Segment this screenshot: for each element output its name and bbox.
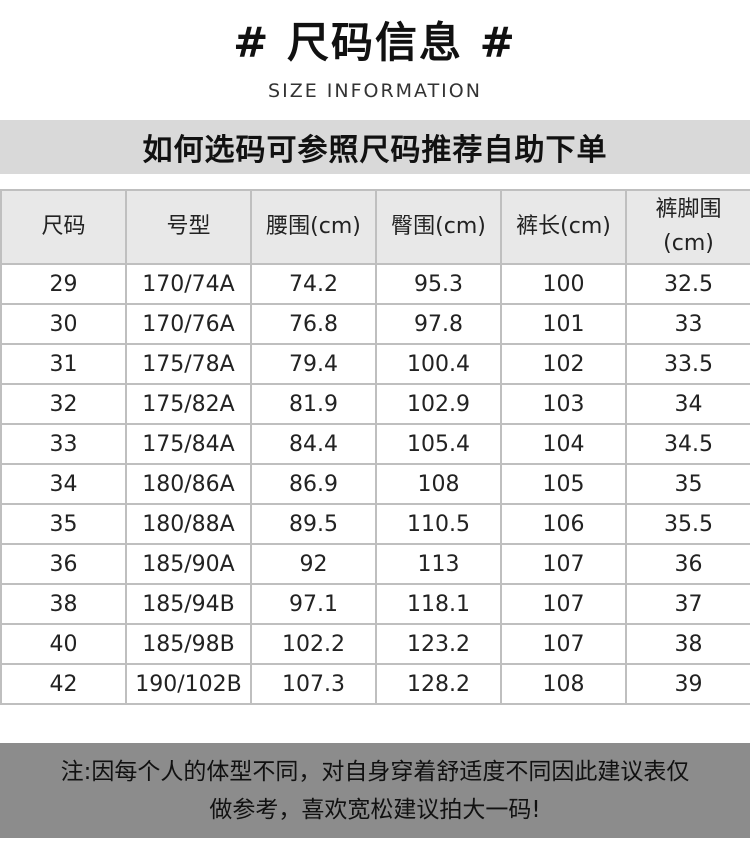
cell-model: 185/94B: [125, 583, 252, 625]
table-row: 40 185/98B 102.2 123.2 107 38: [0, 623, 750, 665]
cell-hip: 123.2: [375, 623, 502, 665]
cell-model: 170/76A: [125, 303, 252, 345]
header-model: 号型: [125, 189, 252, 265]
cell-hip: 95.3: [375, 263, 502, 305]
header-hem: 裤脚围(cm): [625, 189, 750, 265]
table-row: 42 190/102B 107.3 128.2 108 39: [0, 663, 750, 705]
cell-waist: 86.9: [250, 463, 377, 505]
cell-hip: 108: [375, 463, 502, 505]
cell-waist: 97.1: [250, 583, 377, 625]
cell-hip: 118.1: [375, 583, 502, 625]
cell-waist: 76.8: [250, 303, 377, 345]
cell-hem: 38: [625, 623, 750, 665]
header-hip: 臀围(cm): [375, 189, 502, 265]
cell-size: 40: [0, 623, 127, 665]
cell-waist: 84.4: [250, 423, 377, 465]
cell-model: 190/102B: [125, 663, 252, 705]
banner: 如何选码可参照尺码推荐自助下单: [0, 120, 750, 174]
cell-size: 32: [0, 383, 127, 425]
header-row: 尺码 号型 腰围(cm) 臀围(cm) 裤长(cm) 裤脚围(cm): [0, 189, 750, 265]
page-subtitle: SIZE INFORMATION: [268, 80, 482, 102]
cell-length: 103: [500, 383, 627, 425]
cell-size: 35: [0, 503, 127, 545]
cell-hip: 105.4: [375, 423, 502, 465]
cell-length: 101: [500, 303, 627, 345]
table-row: 38 185/94B 97.1 118.1 107 37: [0, 583, 750, 625]
cell-waist: 92: [250, 543, 377, 585]
note-line-1: 注:因每个人的体型不同，对自身穿着舒适度不同因此建议表仅: [60, 758, 690, 785]
title-block: # 尺码信息 #: [0, 14, 750, 72]
note-line-2: 做参考，喜欢宽松建议拍大一码!: [209, 796, 541, 823]
cell-model: 175/84A: [125, 423, 252, 465]
cell-waist: 102.2: [250, 623, 377, 665]
cell-hip: 102.9: [375, 383, 502, 425]
header-size: 尺码: [0, 189, 127, 265]
table-body: 29 170/74A 74.2 95.3 100 32.5 30 170/76A 76.8 97.…: [0, 263, 750, 705]
table-row: 35 180/88A 89.5 110.5 106 35.5: [0, 503, 750, 545]
cell-hem: 34: [625, 383, 750, 425]
cell-waist: 81.9: [250, 383, 377, 425]
table-header: 尺码 号型 腰围(cm) 臀围(cm) 裤长(cm) 裤脚围(cm): [0, 189, 750, 265]
cell-hip: 97.8: [375, 303, 502, 345]
table-row: 29 170/74A 74.2 95.3 100 32.5: [0, 263, 750, 305]
cell-hem: 37: [625, 583, 750, 625]
table-row: 36 185/90A 92 113 107 36: [0, 543, 750, 585]
cell-hem: 34.5: [625, 423, 750, 465]
cell-size: 33: [0, 423, 127, 465]
cell-waist: 74.2: [250, 263, 377, 305]
cell-waist: 89.5: [250, 503, 377, 545]
page-title: # 尺码信息 #: [233, 18, 517, 67]
cell-hem: 39: [625, 663, 750, 705]
cell-hip: 113: [375, 543, 502, 585]
cell-hem: 33.5: [625, 343, 750, 385]
table-row: 34 180/86A 86.9 108 105 35: [0, 463, 750, 505]
cell-model: 180/86A: [125, 463, 252, 505]
cell-size: 42: [0, 663, 127, 705]
cell-length: 105: [500, 463, 627, 505]
cell-waist: 79.4: [250, 343, 377, 385]
cell-model: 175/82A: [125, 383, 252, 425]
table-row: 33 175/84A 84.4 105.4 104 34.5: [0, 423, 750, 465]
cell-size: 29: [0, 263, 127, 305]
cell-length: 106: [500, 503, 627, 545]
cell-hem: 35: [625, 463, 750, 505]
cell-hem: 36: [625, 543, 750, 585]
cell-length: 102: [500, 343, 627, 385]
cell-size: 38: [0, 583, 127, 625]
cell-hip: 128.2: [375, 663, 502, 705]
cell-model: 185/98B: [125, 623, 252, 665]
cell-hem: 35.5: [625, 503, 750, 545]
size-table: 尺码 号型 腰围(cm) 臀围(cm) 裤长(cm) 裤脚围(cm) 29 170…: [0, 189, 750, 705]
cell-hip: 100.4: [375, 343, 502, 385]
table-row: 32 175/82A 81.9 102.9 103 34: [0, 383, 750, 425]
header-waist: 腰围(cm): [250, 189, 377, 265]
cell-model: 185/90A: [125, 543, 252, 585]
cell-length: 107: [500, 543, 627, 585]
cell-size: 34: [0, 463, 127, 505]
cell-waist: 107.3: [250, 663, 377, 705]
cell-length: 104: [500, 423, 627, 465]
cell-hip: 110.5: [375, 503, 502, 545]
cell-length: 108: [500, 663, 627, 705]
note: 注:因每个人的体型不同，对自身穿着舒适度不同因此建议表仅 做参考，喜欢宽松建议拍…: [0, 743, 750, 838]
cell-size: 30: [0, 303, 127, 345]
table-row: 31 175/78A 79.4 100.4 102 33.5: [0, 343, 750, 385]
cell-hem: 33: [625, 303, 750, 345]
header-length: 裤长(cm): [500, 189, 627, 265]
cell-size: 31: [0, 343, 127, 385]
cell-length: 100: [500, 263, 627, 305]
cell-length: 107: [500, 583, 627, 625]
cell-model: 175/78A: [125, 343, 252, 385]
cell-size: 36: [0, 543, 127, 585]
cell-length: 107: [500, 623, 627, 665]
cell-model: 170/74A: [125, 263, 252, 305]
table-row: 30 170/76A 76.8 97.8 101 33: [0, 303, 750, 345]
cell-hem: 32.5: [625, 263, 750, 305]
cell-model: 180/88A: [125, 503, 252, 545]
